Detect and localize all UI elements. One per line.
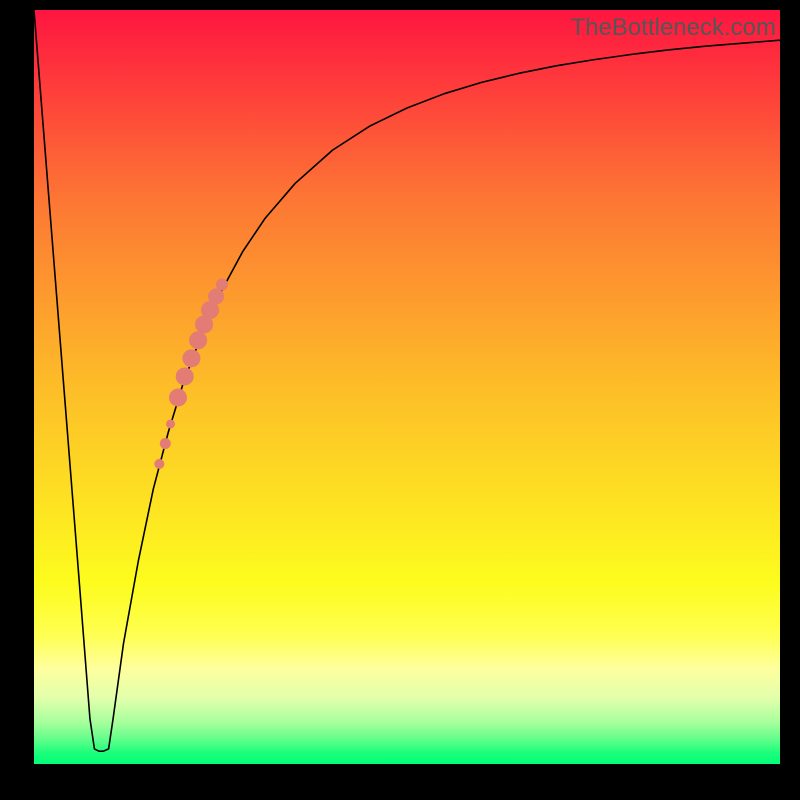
marker-point — [176, 367, 194, 385]
marker-point — [189, 331, 207, 349]
plot-area — [34, 10, 780, 764]
watermark-text: TheBottleneck.com — [571, 14, 776, 42]
marker-point — [208, 289, 224, 305]
marker-point — [154, 459, 164, 469]
marker-point — [160, 438, 171, 449]
marker-point — [169, 389, 187, 407]
chart-container: TheBottleneck.com — [0, 0, 800, 800]
marker-point — [216, 278, 228, 290]
marker-point — [182, 349, 200, 367]
markers-layer — [34, 10, 780, 764]
marker-point — [166, 419, 175, 428]
